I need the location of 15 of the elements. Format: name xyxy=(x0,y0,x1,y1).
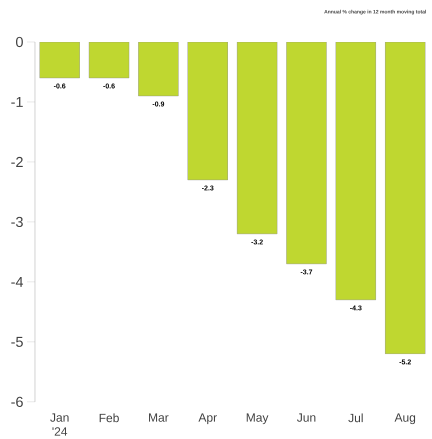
y-tick-label: -5 xyxy=(11,336,23,347)
x-tick-label: Jun xyxy=(297,413,316,422)
y-tick-label: -1 xyxy=(11,97,23,107)
x-tick-label: Mar xyxy=(149,413,169,422)
x-tick-label: Aug xyxy=(394,413,416,424)
x-tick-label: May xyxy=(246,413,268,424)
x-tick-label: Apr xyxy=(198,413,217,424)
x-tick-label: Jul xyxy=(348,413,363,422)
y-tick-label: -6 xyxy=(11,396,23,407)
y-tick-label: -2 xyxy=(11,156,23,167)
y-tick-label: -3 xyxy=(11,216,23,228)
y-tick-label: -4 xyxy=(11,276,24,287)
x-tick-label: Jan '24 xyxy=(50,413,69,436)
y-tick-label: 0 xyxy=(16,36,23,48)
x-tick-label: Feb xyxy=(100,413,119,422)
